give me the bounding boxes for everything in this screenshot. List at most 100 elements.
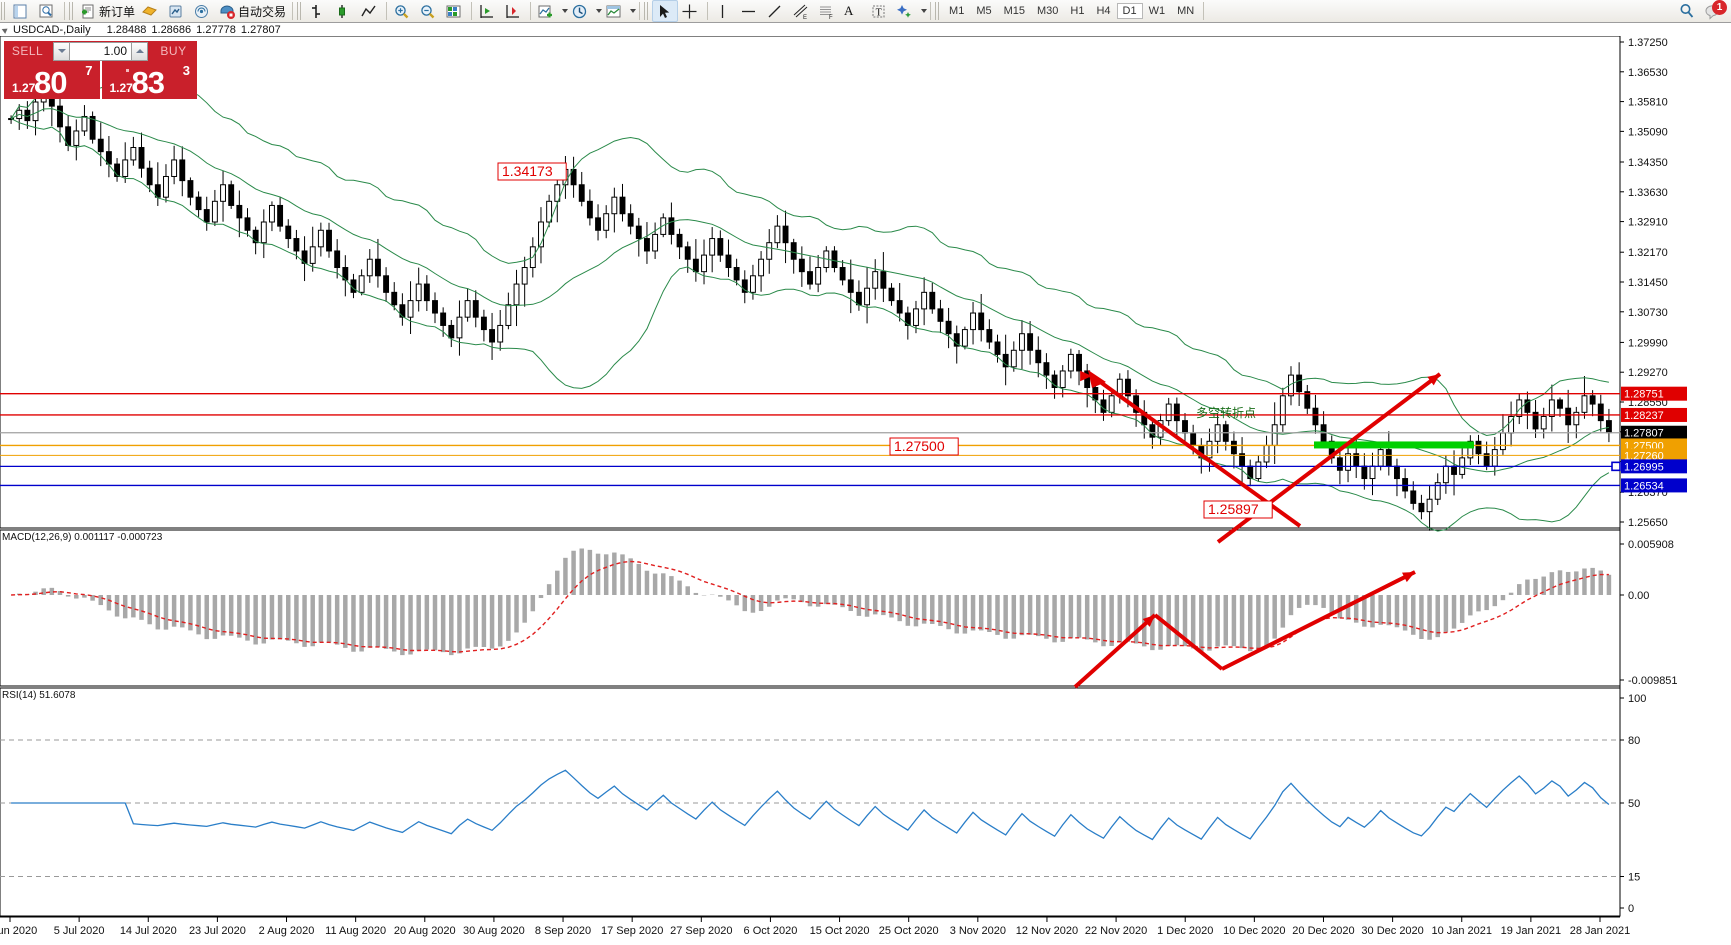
zoom-in-icon[interactable]: [390, 0, 416, 22]
toolbar-grip[interactable]: [1, 2, 7, 20]
data-window-icon[interactable]: [35, 0, 61, 22]
macd-panel[interactable]: [0, 529, 1621, 687]
toolbar-divider-5: [530, 2, 532, 20]
buy-price-big: 83: [131, 65, 165, 100]
chart-area[interactable]: 1.37250 1.36530 1.35810 1.35090 1.34350 1.336…: [0, 36, 1731, 945]
rsi-tick-label: 0: [1628, 903, 1634, 915]
svg-text:1.27500: 1.27500: [894, 438, 945, 454]
volume-increase-button[interactable]: [131, 41, 148, 61]
date-tick-label: 5 Jun 2020: [0, 925, 37, 937]
sell-price[interactable]: 1.27 80 7: [4, 61, 100, 100]
toolbar-grip-3[interactable]: [297, 2, 304, 20]
annotation-high-label[interactable]: 1.34173: [497, 162, 567, 181]
rsi-tick-label: 15: [1628, 872, 1640, 884]
bar-chart-icon[interactable]: [305, 0, 331, 22]
chart-canvas[interactable]: 1.37250 1.36530 1.35810 1.35090 1.34350 1.336…: [0, 36, 1731, 945]
price-tag: [1621, 448, 1687, 463]
buy-price[interactable]: 1.27 83 3: [101, 61, 197, 100]
date-tick-label: 30 Dec 2020: [1361, 925, 1423, 937]
timeframe-w1[interactable]: W1: [1148, 5, 1166, 17]
horizontal-price-lines[interactable]: [0, 393, 1620, 487]
objects-dropdown-caret[interactable]: [921, 9, 928, 13]
chart-shift-icon[interactable]: [442, 0, 468, 22]
price-line-handle[interactable]: [1611, 461, 1621, 472]
toolbar-divider-2: [292, 2, 294, 20]
macd-drawn-arrows[interactable]: [1073, 570, 1416, 689]
timeframe-h1[interactable]: H1: [1070, 5, 1085, 17]
rsi-panel[interactable]: [0, 687, 1621, 917]
timeframe-d1[interactable]: D1: [1116, 3, 1143, 19]
chart-shift-end-icon[interactable]: [501, 0, 527, 22]
volume-stepper[interactable]: 1.00: [51, 41, 150, 61]
sell-price-big: 80: [34, 65, 67, 100]
symbol-period-label: USDCAD-,Daily: [13, 23, 91, 36]
date-tick-label: 17 Sep 2020: [601, 925, 663, 937]
price-tag-label: 1.27807: [1624, 428, 1664, 440]
volume-input[interactable]: 1.00: [70, 41, 131, 61]
one-click-trading-prices: 1.27 80 7 1.27 83 3: [4, 61, 197, 100]
timeframe-h4[interactable]: H4: [1096, 5, 1111, 17]
rsi-tick-label: 50: [1628, 798, 1640, 810]
date-tick-label: 20 Aug 2020: [394, 925, 456, 937]
toolbar-grip-4[interactable]: [644, 2, 651, 20]
price-tick-label: 1.35090: [1628, 126, 1668, 138]
period-dropdown-caret[interactable]: [596, 9, 603, 13]
timeframe-m30[interactable]: M30: [1037, 5, 1059, 17]
cursor-icon[interactable]: [652, 0, 679, 22]
buy-price-prefix: 1.27: [109, 81, 133, 95]
date-tick-label: 20 Dec 2020: [1292, 925, 1354, 937]
one-click-trading-panel[interactable]: SELL 1.00 BUY 1.27 80 7 1.27 83 3: [4, 41, 197, 100]
price-tick-label: 1.32170: [1628, 247, 1668, 259]
mql5-community-icon[interactable]: [164, 0, 190, 22]
period-icon[interactable]: [568, 0, 594, 22]
price-tick-label: 1.29990: [1628, 337, 1668, 349]
new-order-button[interactable]: 新订单: [77, 0, 138, 22]
vertical-line-icon[interactable]: [711, 0, 737, 22]
indicators-icon[interactable]: [534, 0, 560, 22]
toolbar-grip-5[interactable]: [935, 2, 942, 20]
timeframe-mn[interactable]: MN: [1177, 5, 1195, 17]
toolbar-divider-7: [707, 2, 709, 20]
templates-icon[interactable]: [602, 0, 628, 22]
auto-scroll-icon[interactable]: [475, 0, 501, 22]
auto-trading-label: 自动交易: [238, 4, 287, 19]
toolbar-grip-2[interactable]: [69, 2, 75, 20]
volume-decrease-button[interactable]: [53, 41, 70, 61]
sell-button[interactable]: SELL: [4, 41, 51, 61]
auto-trading-button[interactable]: 自动交易: [216, 0, 289, 22]
zoom-out-icon[interactable]: [416, 0, 442, 22]
timeframe-m5[interactable]: M5: [976, 5, 992, 17]
timeframe-m1[interactable]: M1: [949, 5, 965, 17]
line-chart-icon[interactable]: [357, 0, 383, 22]
signals-icon[interactable]: [190, 0, 216, 22]
expert-advisor-icon[interactable]: [138, 0, 164, 22]
objects-icon[interactable]: [893, 0, 919, 22]
trendline-icon[interactable]: [763, 0, 789, 22]
indicators-dropdown-caret[interactable]: [562, 9, 569, 13]
sell-price-sup: 7: [85, 63, 93, 78]
search-icon[interactable]: [1675, 0, 1701, 22]
fibonacci-retracement-icon[interactable]: F: [815, 0, 841, 22]
horizontal-line-icon[interactable]: [737, 0, 763, 22]
date-tick-label: 27 Sep 2020: [670, 925, 732, 937]
crosshair-icon[interactable]: [678, 0, 704, 22]
text-icon[interactable]: A: [841, 0, 867, 22]
green-support-marker[interactable]: [1314, 441, 1474, 449]
quote-open: 1.28488: [106, 23, 147, 36]
macd-signal-line: [11, 560, 1609, 653]
templates-dropdown-caret[interactable]: [630, 9, 637, 13]
main-toolbar: 新订单 自动交易: [0, 0, 1731, 23]
equidistant-channel-icon[interactable]: E: [789, 0, 815, 22]
annotation-mid-label[interactable]: 1.27500: [889, 437, 959, 456]
candlestick-chart-icon[interactable]: [331, 0, 357, 22]
text-label-icon[interactable]: T: [867, 0, 893, 22]
timeframe-m15[interactable]: M15: [1003, 5, 1025, 17]
notifications-badge[interactable]: 1: [1701, 0, 1727, 22]
macd-label: MACD(12,26,9) 0.001117 -0.000723: [2, 532, 163, 543]
annotation-chinese-note[interactable]: 多空转折点: [1196, 405, 1256, 420]
buy-button[interactable]: BUY: [150, 41, 197, 61]
timeframe-group: M1 M5 M15 M30 H1 H4 D1 W1 MN: [943, 3, 1200, 19]
terminal-icon[interactable]: [9, 0, 35, 22]
annotation-low-label[interactable]: 1.25897: [1203, 500, 1273, 519]
date-tick-label: 22 Nov 2020: [1085, 925, 1147, 937]
